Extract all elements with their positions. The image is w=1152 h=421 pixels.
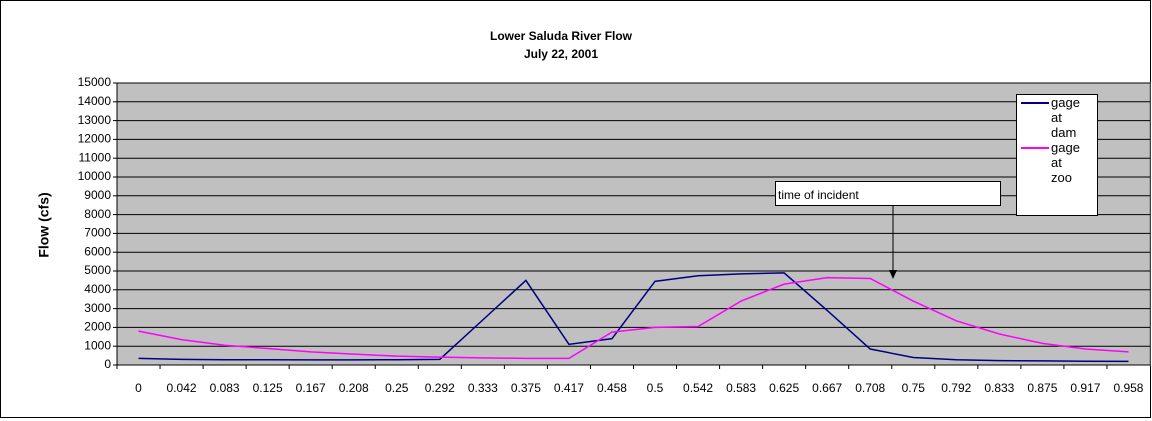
y-tick-label: 5000 (84, 263, 111, 277)
y-tick-label: 12000 (78, 132, 112, 146)
x-tick-label: 0.208 (339, 381, 369, 395)
x-tick-label: 0.875 (1027, 381, 1057, 395)
y-tick-label: 10000 (78, 169, 112, 183)
x-tick-label: 0.833 (984, 381, 1014, 395)
y-tick-label: 13000 (78, 113, 112, 127)
x-tick-label: 0.583 (726, 381, 756, 395)
y-tick-label: 11000 (79, 150, 112, 164)
x-tick-label: 0.25 (385, 381, 409, 395)
x-tick-label: 0.417 (554, 381, 584, 395)
y-tick-label: 15000 (78, 75, 112, 89)
y-tick-label: 0 (104, 357, 111, 371)
y-tick-label: 14000 (78, 94, 112, 108)
x-tick-label: 0.458 (597, 381, 627, 395)
legend-label: gage at dam (1051, 95, 1080, 140)
series-line (138, 276, 1129, 360)
x-tick-label: 0.167 (296, 381, 326, 395)
legend-label: gage at zoo (1051, 140, 1080, 185)
plot-area (116, 82, 1151, 366)
x-tick-label: 0.125 (253, 381, 283, 395)
y-tick-label: 7000 (84, 226, 111, 240)
y-axis-label: Flow (cfs) (36, 192, 52, 257)
chart-title: Lower Saluda River Flow (490, 29, 633, 43)
legend-swatch (1021, 147, 1049, 149)
x-tick-label: 0.958 (1113, 381, 1143, 395)
x-tick-label: 0 (135, 381, 142, 395)
x-tick-label: 0.75 (902, 381, 926, 395)
x-tick-label: 0.042 (167, 381, 197, 395)
y-tick-label: 2000 (84, 320, 111, 334)
y-tick-label: 3000 (84, 301, 111, 315)
legend: gage at dam gage at zoo (1016, 94, 1098, 216)
x-tick-label: 0.542 (683, 381, 713, 395)
legend-item: gage at dam (1017, 95, 1081, 140)
y-tick-label: 6000 (84, 244, 111, 258)
legend-item: gage at zoo (1017, 140, 1081, 185)
x-tick-label: 0.667 (812, 381, 842, 395)
y-tick-label: 9000 (84, 188, 111, 202)
x-tick-label: 0.917 (1070, 381, 1100, 395)
x-tick-label: 0.083 (210, 381, 240, 395)
y-tick-label: 1000 (84, 338, 111, 352)
x-tick-label: 0.625 (769, 381, 799, 395)
x-tick-label: 0.708 (855, 381, 885, 395)
x-tick-label: 0.5 (647, 381, 664, 395)
y-tick-label: 4000 (84, 282, 111, 296)
y-tick-label: 8000 (84, 207, 111, 221)
x-tick-label: 0.375 (511, 381, 541, 395)
legend-swatch (1021, 102, 1049, 104)
annotation-arrowhead (889, 270, 897, 279)
x-tick-label: 0.333 (468, 381, 498, 395)
chart-subtitle: July 22, 2001 (524, 47, 598, 61)
series-line (138, 272, 1129, 363)
annotation: time of incident (775, 181, 1001, 206)
x-tick-label: 0.292 (425, 381, 455, 395)
x-tick-label: 0.792 (941, 381, 971, 395)
